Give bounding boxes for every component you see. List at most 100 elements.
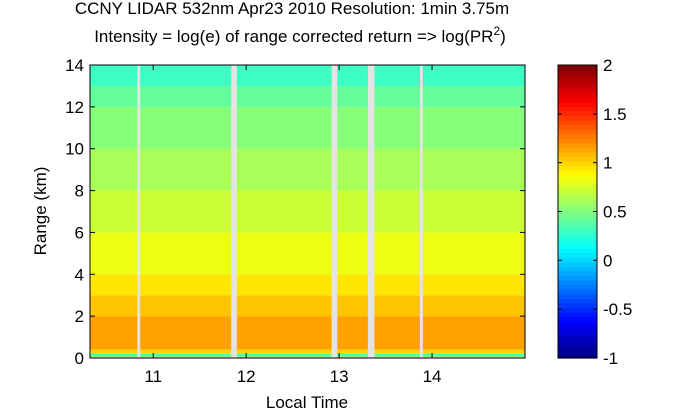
colorbar-cell xyxy=(558,65,597,71)
colorbar-cell xyxy=(558,110,597,116)
colorbar-cell xyxy=(558,289,597,295)
colorbar-cell xyxy=(558,202,597,208)
x-tick-label: 12 xyxy=(237,367,256,386)
colorbar-cell xyxy=(558,147,597,153)
colorbar-cell xyxy=(558,87,597,94)
colorbar-cell xyxy=(558,83,597,89)
colorbar-cell xyxy=(558,339,597,345)
heat-band xyxy=(90,65,525,86)
heat-band xyxy=(90,355,525,358)
heat-band xyxy=(90,349,525,354)
colorbar-cell xyxy=(558,238,597,245)
subtitle-text: Intensity = log(e) of range corrected re… xyxy=(94,27,493,46)
colorbar-cell xyxy=(558,138,597,144)
colorbar-tick-label: 0 xyxy=(603,251,612,270)
data-gap xyxy=(231,65,237,358)
colorbar-tick-label: -1 xyxy=(603,349,618,368)
colorbar-cell xyxy=(558,243,597,249)
colorbar-cell xyxy=(558,293,597,300)
colorbar-cell xyxy=(558,69,597,75)
colorbar-cell xyxy=(558,124,597,130)
colorbar-cell xyxy=(558,115,597,121)
colorbar-cell xyxy=(558,179,597,185)
colorbar-cell xyxy=(558,325,597,332)
colorbar-tick-label: 0.5 xyxy=(603,203,627,222)
colorbar-cell xyxy=(558,106,597,112)
colorbar-cell xyxy=(558,271,597,277)
colorbar-cell xyxy=(558,78,597,84)
colorbar-cell xyxy=(558,197,597,203)
colorbar-cell xyxy=(558,220,597,226)
colorbar-cell xyxy=(558,211,597,217)
colorbar-cell xyxy=(558,261,597,268)
colorbar-cell xyxy=(558,229,597,235)
colorbar-tick-label: 1.5 xyxy=(603,105,627,124)
subtitle-text: ) xyxy=(500,27,506,46)
colorbar-cell xyxy=(558,170,597,176)
heat-band xyxy=(90,316,525,350)
colorbar-cell xyxy=(558,280,597,286)
heat-band xyxy=(90,148,525,191)
y-tick-label: 2 xyxy=(75,307,84,326)
heat-band xyxy=(90,353,525,356)
data-gap xyxy=(419,65,423,358)
y-tick-label: 10 xyxy=(65,140,84,159)
y-tick-label: 14 xyxy=(65,56,84,75)
y-tick-label: 6 xyxy=(75,223,84,242)
colorbar-cell xyxy=(558,316,597,322)
colorbar-cell xyxy=(558,119,597,126)
colorbar-cell xyxy=(558,234,597,240)
colorbar-cell xyxy=(558,321,597,327)
colorbar-cell xyxy=(558,335,597,341)
colorbar-tick-label: -0.5 xyxy=(603,300,632,319)
plot-frame xyxy=(89,64,526,359)
y-tick-label: 4 xyxy=(75,265,84,284)
colorbar-cell xyxy=(558,142,597,149)
colorbar-cell xyxy=(558,193,597,199)
heat-band xyxy=(90,232,525,275)
colorbar-cell xyxy=(558,266,597,272)
colorbar-cell xyxy=(558,344,597,350)
colorbar-cell xyxy=(558,348,597,355)
x-tick-label: 11 xyxy=(144,367,162,386)
data-gap xyxy=(137,65,141,358)
colorbar-cell xyxy=(558,257,597,263)
colorbar-cell xyxy=(558,298,597,304)
colorbar-cell xyxy=(558,216,597,222)
colorbar-cell xyxy=(558,151,597,158)
colorbar-cell xyxy=(558,312,597,318)
x-axis-label: Local Time xyxy=(266,393,348,412)
y-tick-label: 8 xyxy=(75,182,84,201)
colorbar-tick-label: 1 xyxy=(603,154,612,173)
colorbar-cell xyxy=(558,133,597,139)
colorbar-cell xyxy=(558,97,597,103)
colorbar-cell xyxy=(558,74,597,80)
chart-subtitle: Intensity = log(e) of range corrected re… xyxy=(94,24,506,46)
colorbar-cell xyxy=(558,129,597,135)
colorbar-cell xyxy=(558,161,597,167)
colorbar-cell xyxy=(558,165,597,171)
x-tick-label: 13 xyxy=(330,367,349,386)
colorbar-cell xyxy=(558,188,597,194)
colorbar-cell xyxy=(558,284,597,290)
heat-band xyxy=(90,295,525,317)
colorbar-cell xyxy=(558,101,597,107)
colorbar-tick-label: 2 xyxy=(603,56,612,75)
colorbar-cell xyxy=(558,156,597,162)
heat-band xyxy=(90,85,525,107)
subtitle-superscript: 2 xyxy=(493,24,500,38)
colorbar-cell xyxy=(558,275,597,281)
data-gap xyxy=(367,65,375,358)
y-tick-label: 0 xyxy=(75,349,84,368)
colorbar-cell xyxy=(558,174,597,181)
y-axis-label: Range (km) xyxy=(31,167,50,256)
heat-band xyxy=(90,190,525,233)
colorbar-cell xyxy=(558,184,597,190)
y-tick-label: 12 xyxy=(65,98,84,117)
colorbar-cell xyxy=(558,225,597,231)
colorbar-cell xyxy=(558,303,597,309)
colorbar-cell xyxy=(558,252,597,258)
colorbar-cell xyxy=(558,248,597,254)
colorbar-cell xyxy=(558,206,597,213)
